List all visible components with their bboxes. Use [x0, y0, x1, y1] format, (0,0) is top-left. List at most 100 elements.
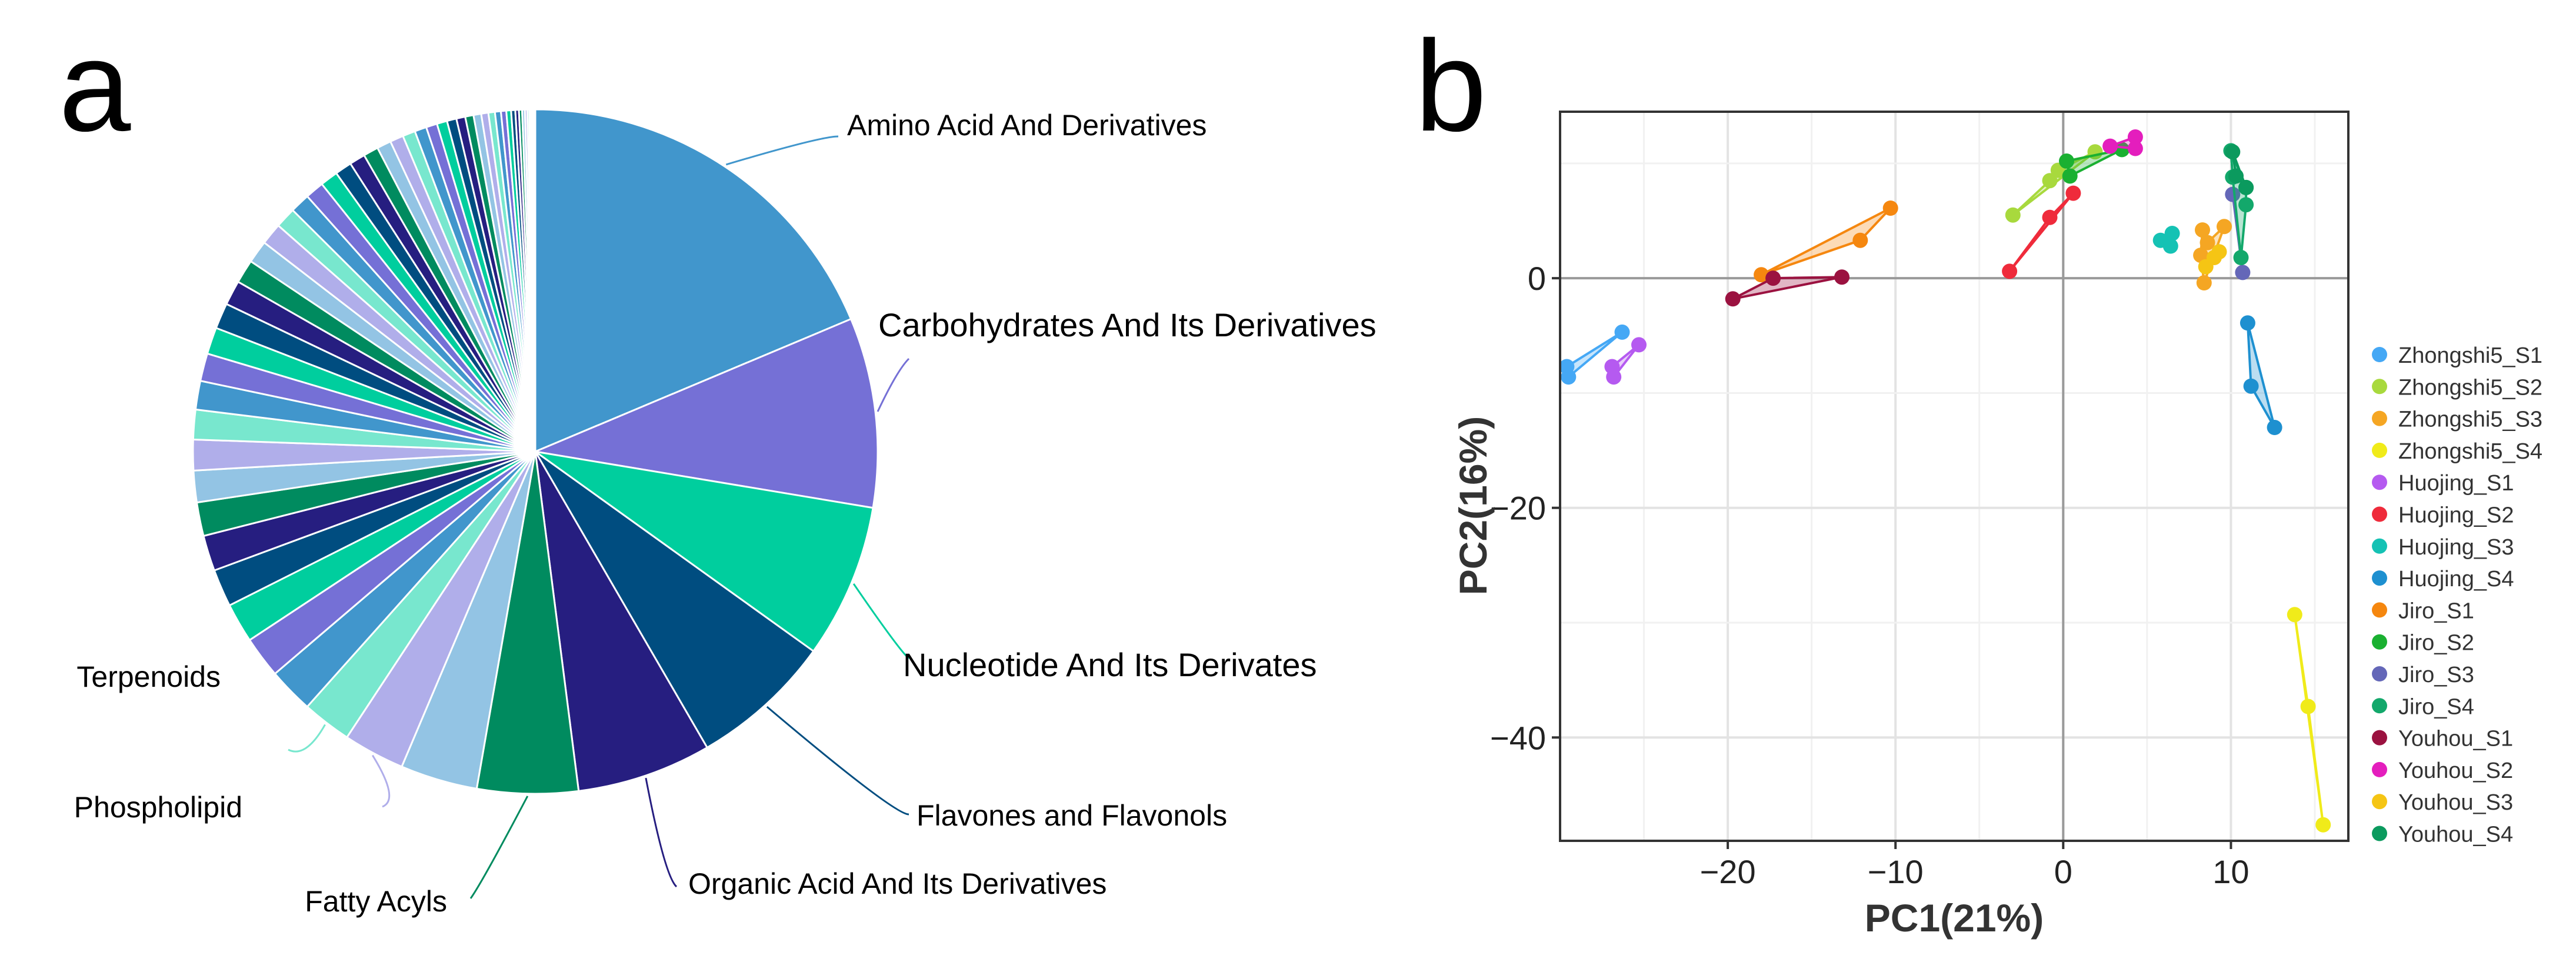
- hull-huojing-s2: [2008, 192, 2075, 273]
- legend-item-jiro-s2: Jiro_S2: [2372, 631, 2474, 656]
- point-huojing-s4: [2240, 315, 2255, 331]
- legend-swatch: [2372, 634, 2387, 650]
- legend-label: Jiro_S4: [2398, 694, 2474, 719]
- point-zhongshi5-s1: [1561, 369, 1577, 385]
- legend-swatch: [2372, 826, 2387, 841]
- legend-swatch: [2372, 475, 2387, 490]
- pie-label-organic-acid-and-its-derivatives: Organic Acid And Its Derivatives: [688, 867, 1107, 900]
- legend-item-huojing-s2: Huojing_S2: [2372, 503, 2514, 528]
- legend-item-zhongshi5-s3: Zhongshi5_S3: [2372, 407, 2542, 432]
- point-jiro-s1: [1852, 232, 1868, 248]
- point-zhongshi5-s4: [2287, 607, 2302, 623]
- legend-label: Huojing_S2: [2398, 503, 2514, 528]
- pie-label-nucleotide-and-its-derivates: Nucleotide And Its Derivates: [903, 646, 1317, 683]
- legend-label: Zhongshi5_S2: [2398, 375, 2542, 400]
- point-youhou-s1: [1725, 291, 1741, 307]
- point-jiro-s2: [2062, 168, 2078, 184]
- hull-jiro-s1: [1760, 207, 1892, 276]
- legend-label: Youhou_S4: [2398, 823, 2513, 847]
- hull-zhongshi5-s4: [2293, 613, 2325, 826]
- legend-label: Huojing_S1: [2398, 471, 2514, 496]
- legend-item-youhou-s3: Youhou_S3: [2372, 790, 2513, 815]
- pie-label-carbohydrates-and-its-derivatives: Carbohydrates And Its Derivatives: [878, 306, 1377, 343]
- panel-a-pie-chart: a Amino Acid And Derivatives Carbohydrate…: [59, 14, 1377, 918]
- pie-slice-nucleotide-and-its-derivates: [535, 450, 874, 653]
- legend-item-youhou-s4: Youhou_S4: [2372, 823, 2513, 847]
- point-youhou-s1: [1765, 270, 1781, 286]
- leader-line-flavones-and-flavonols: [766, 706, 909, 816]
- legend-item-zhongshi5-s1: Zhongshi5_S1: [2372, 343, 2542, 368]
- pie-labels: Amino Acid And Derivatives Carbohydrates …: [74, 109, 1377, 918]
- legend-swatch: [2372, 347, 2387, 362]
- series-jiro-s1: [1754, 201, 1898, 283]
- pie-slice-amino-acid-and-derivatives: [534, 108, 852, 453]
- point-youhou-s2: [2127, 129, 2143, 145]
- point-jiro-s3: [2235, 265, 2251, 280]
- leader-line-amino-acid-and-derivatives: [725, 135, 839, 166]
- point-jiro-s3: [2225, 186, 2241, 202]
- point-huojing-s3: [2164, 226, 2180, 241]
- x-tick-label: 10: [2212, 853, 2249, 890]
- point-zhongshi5-s4: [2315, 817, 2331, 833]
- legend-item-zhongshi5-s4: Zhongshi5_S4: [2372, 439, 2542, 464]
- point-zhongshi5-s3: [2200, 235, 2215, 250]
- panel-b-label: b: [1415, 14, 1487, 158]
- series-huojing-s1: [1604, 337, 1647, 385]
- point-huojing-s4: [2243, 378, 2259, 394]
- legend-swatch: [2372, 698, 2387, 714]
- leader-line-terpenoids: [288, 724, 326, 753]
- legend-item-huojing-s4: Huojing_S4: [2372, 567, 2514, 592]
- point-zhongshi5-s2: [2005, 207, 2021, 223]
- series-zhongshi5-s1: [1559, 324, 1630, 385]
- point-jiro-s1: [1882, 201, 1898, 216]
- legend-swatch: [2372, 506, 2387, 522]
- legend-item-huojing-s3: Huojing_S3: [2372, 535, 2514, 560]
- point-youhou-s4: [2225, 144, 2241, 160]
- legend-swatch: [2372, 761, 2387, 777]
- point-youhou-s1: [1834, 269, 1849, 285]
- legend-item-youhou-s1: Youhou_S1: [2372, 727, 2513, 751]
- leader-line-phospholipid: [372, 754, 391, 808]
- legend-label: Zhongshi5_S4: [2398, 439, 2542, 464]
- point-huojing-s2: [2065, 185, 2081, 201]
- panel-b-pca-scatter: b −20 −10 0 10 −40 −20 0 PC1(21%) PC2(16%) Zhong…: [1415, 14, 2542, 940]
- point-zhongshi5-s4: [2300, 699, 2316, 714]
- x-tick-label: −20: [1700, 853, 1756, 890]
- series-youhou-s3: [2198, 244, 2227, 275]
- legend-item-youhou-s2: Youhou_S2: [2372, 759, 2513, 783]
- pie-label-amino-acid-and-derivatives: Amino Acid And Derivatives: [847, 109, 1207, 142]
- pie-slice-flavones-and-flavonols: [534, 450, 815, 749]
- legend-label: Zhongshi5_S1: [2398, 343, 2542, 368]
- panel-a-label: a: [59, 14, 131, 158]
- hull-huojing-s4: [2246, 322, 2276, 429]
- legend-item-zhongshi5-s2: Zhongshi5_S2: [2372, 375, 2542, 400]
- point-zhongshi5-s3: [2196, 275, 2212, 290]
- y-axis-title: PC2(16%): [1451, 416, 1495, 595]
- point-huojing-s2: [2042, 209, 2058, 225]
- x-tick-label: −10: [1868, 853, 1924, 890]
- pie-label-fatty-acyls: Fatty Acyls: [305, 885, 447, 918]
- y-tick-label: −20: [1490, 490, 1546, 527]
- legend-label: Jiro_S2: [2398, 631, 2474, 656]
- series-huojing-s3: [2152, 226, 2180, 254]
- series-youhou-s4: [2225, 144, 2254, 195]
- pie-slice-carbohydrates-and-its-derivatives: [532, 318, 879, 509]
- plot-border: [1559, 111, 2350, 842]
- legend-swatch: [2372, 410, 2387, 426]
- pca-plot: −20 −10 0 10 −40 −20 0 PC1(21%) PC2(16%): [1451, 111, 2350, 940]
- pie-label-terpenoids: Terpenoids: [76, 660, 221, 693]
- leader-line-carbohydrates-and-its-derivatives: [877, 357, 910, 412]
- legend-label: Youhou_S2: [2398, 759, 2513, 783]
- legend-swatch: [2372, 442, 2387, 458]
- leader-line-organic-acid-and-its-derivatives: [645, 777, 678, 888]
- point-youhou-s4: [2228, 168, 2244, 184]
- legend-item-huojing-s1: Huojing_S1: [2372, 471, 2514, 496]
- point-huojing-s1: [1606, 369, 1622, 385]
- pie-slice-organic-acid-and-its-derivatives: [534, 451, 709, 792]
- pie-label-phospholipid: Phospholipid: [74, 791, 242, 824]
- hull-jiro-s2: [2065, 148, 2124, 178]
- legend-label: Jiro_S1: [2398, 599, 2474, 623]
- point-jiro-s2: [2059, 153, 2074, 169]
- legend-label: Jiro_S3: [2398, 663, 2474, 687]
- legend-item-jiro-s1: Jiro_S1: [2372, 599, 2474, 623]
